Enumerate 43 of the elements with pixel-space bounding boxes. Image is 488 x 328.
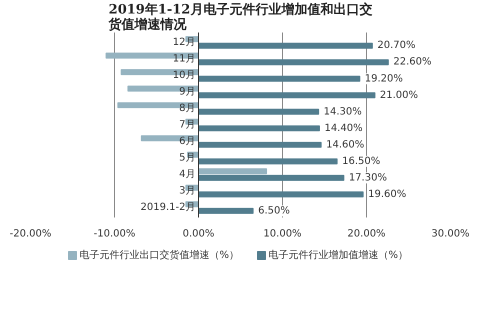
data-label: 14.40% bbox=[324, 122, 363, 134]
data-label: 14.30% bbox=[324, 106, 362, 118]
y-tick-label: 5月 bbox=[179, 152, 196, 164]
bar bbox=[198, 142, 322, 148]
data-label: 19.60% bbox=[368, 188, 406, 200]
y-tick-label: 7月 bbox=[179, 120, 196, 130]
y-tick-label: 6月 bbox=[179, 136, 196, 148]
bar bbox=[198, 125, 320, 132]
bar bbox=[198, 92, 376, 98]
y-tick-label: 8月 bbox=[179, 102, 196, 114]
x-tick-label: -10.00% bbox=[94, 228, 136, 240]
data-label: 6.50% bbox=[258, 205, 290, 216]
x-tick-label: 30.00% bbox=[431, 228, 470, 240]
bar bbox=[198, 59, 389, 66]
bar bbox=[198, 42, 373, 49]
data-label: 16.50% bbox=[342, 156, 380, 167]
y-tick-label: 2019.1-2月 bbox=[140, 202, 196, 214]
x-tick-label: -20.00% bbox=[10, 228, 52, 240]
bar bbox=[198, 191, 364, 198]
bar bbox=[198, 174, 344, 181]
bar bbox=[198, 208, 254, 214]
x-tick-label: 0.00% bbox=[182, 228, 214, 240]
chart-title: 2019年1-12月电子元件行业增加值和出口交货值增速情况 bbox=[108, 2, 372, 32]
x-tick-label: 20.00% bbox=[347, 228, 386, 240]
data-label: 14.60% bbox=[326, 139, 364, 150]
y-tick-label: 3月 bbox=[179, 186, 196, 197]
bar bbox=[198, 158, 338, 164]
y-tick-label: 4月 bbox=[179, 169, 196, 180]
data-label: 17.30% bbox=[348, 172, 387, 184]
data-label: 20.70% bbox=[377, 40, 416, 52]
data-label: 19.20% bbox=[364, 73, 403, 84]
legend-label: 电子元件行业出口交货值增速（%） bbox=[80, 249, 240, 261]
bar bbox=[198, 76, 360, 82]
legend-label: 电子元件行业增加值增速（%） bbox=[268, 249, 408, 261]
data-label: 22.60% bbox=[393, 56, 432, 68]
y-tick-label: 9月 bbox=[179, 86, 196, 98]
data-label: 21.00% bbox=[380, 90, 418, 101]
y-tick-label: 12月 bbox=[172, 36, 196, 48]
y-tick-label: 11月 bbox=[172, 53, 196, 64]
x-tick-label: 10.00% bbox=[263, 228, 302, 240]
y-tick-label: 10月 bbox=[172, 70, 196, 81]
bar bbox=[198, 108, 320, 115]
bar bbox=[198, 168, 268, 174]
